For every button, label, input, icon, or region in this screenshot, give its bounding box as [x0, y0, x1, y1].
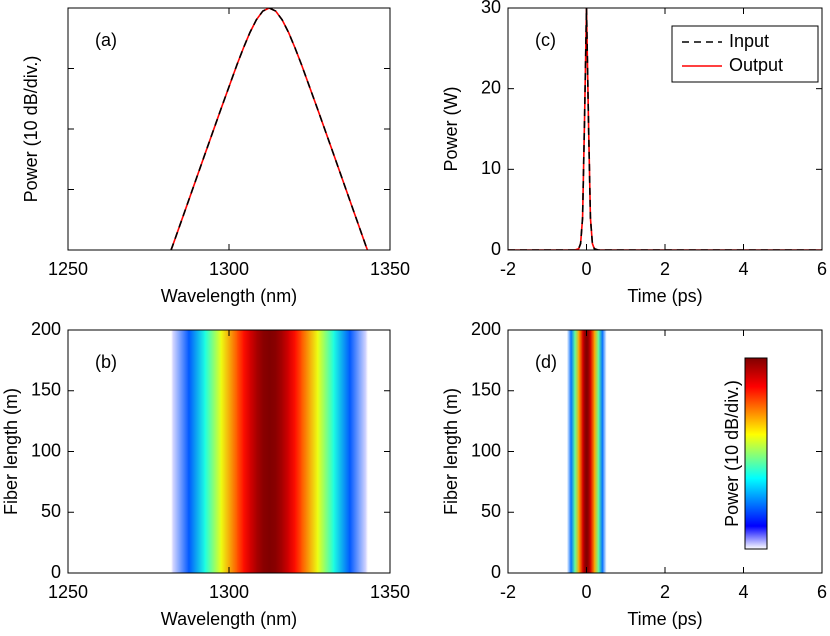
x-tick-label: 1250 [48, 259, 88, 279]
heatmap-cell [586, 330, 589, 573]
y-axis-label: Power (W) [441, 87, 461, 172]
heatmap-cell [602, 330, 607, 573]
legend-label: Output [729, 55, 783, 75]
heatmap-cell [582, 330, 586, 573]
series-line [170, 8, 369, 250]
heatmap-cell [317, 330, 335, 573]
x-tick-label: 1350 [370, 259, 410, 279]
plot-area [566, 330, 607, 573]
y-tick-label: 0 [51, 562, 61, 582]
y-tick-label: 100 [31, 440, 61, 460]
x-tick-label: -2 [500, 259, 516, 279]
panel-label: (d) [535, 352, 557, 372]
heatmap-cell [288, 330, 296, 573]
heatmap-cell [588, 330, 591, 573]
y-tick-label: 200 [471, 319, 501, 339]
heatmap-cell [295, 330, 302, 573]
x-tick-label: 2 [660, 259, 670, 279]
y-tick-label: 200 [31, 319, 61, 339]
heatmap-cell [282, 330, 290, 573]
heatmap-cell [333, 330, 351, 573]
y-tick-label: 0 [491, 239, 501, 259]
x-axis-label: Wavelength (nm) [161, 286, 297, 306]
y-tick-label: 100 [471, 440, 501, 460]
heatmap-cell [172, 330, 190, 573]
heatmap-cell [574, 330, 580, 573]
colorbar-label: Power (10 dB/div.) [722, 380, 742, 527]
x-tick-label: -2 [500, 582, 516, 602]
x-tick-label: 0 [581, 582, 591, 602]
plot-area [170, 8, 369, 250]
heatmap-cell [204, 330, 222, 573]
x-tick-label: 6 [817, 582, 827, 602]
y-tick-label: 150 [31, 380, 61, 400]
heatmap-cell [171, 330, 174, 573]
heatmap-cell [578, 330, 584, 573]
heatmap-cell [249, 330, 257, 573]
x-tick-label: 4 [738, 582, 748, 602]
y-tick-label: 50 [41, 501, 61, 521]
y-tick-label: 30 [481, 0, 501, 17]
heatmap-cell [256, 330, 264, 573]
heatmap-cell [590, 330, 595, 573]
x-tick-label: 1250 [48, 582, 88, 602]
legend-box [671, 25, 819, 83]
heatmap-cell [188, 330, 206, 573]
heatmap-cell [301, 330, 319, 573]
x-tick-label: 1350 [370, 582, 410, 602]
y-axis-label: Fiber length (m) [441, 388, 461, 515]
heatmap-cell [365, 330, 368, 573]
heatmap-cell [220, 330, 238, 573]
heatmap-cell [262, 330, 270, 573]
y-tick-label: 0 [491, 562, 501, 582]
x-tick-label: 4 [738, 259, 748, 279]
plot-area [171, 330, 368, 573]
y-axis-label: Power (10 dB/div.) [21, 56, 41, 203]
y-tick-label: 50 [481, 501, 501, 521]
x-axis-label: Time (ps) [627, 609, 702, 629]
series-line [170, 8, 369, 250]
x-tick-label: 0 [581, 259, 591, 279]
panel-label: (a) [95, 30, 117, 50]
x-axis-label: Time (ps) [627, 286, 702, 306]
plot-area [508, 8, 822, 250]
heatmap-cell [598, 330, 603, 573]
y-tick-label: 20 [481, 77, 501, 97]
series-line [508, 8, 822, 250]
heatmap-cell [584, 330, 587, 573]
heatmap-cell [275, 330, 283, 573]
heatmap-cell [237, 330, 244, 573]
panel-label: (c) [535, 30, 556, 50]
colorbar [744, 357, 768, 550]
heatmap-cell [269, 330, 277, 573]
x-axis-label: Wavelength (nm) [161, 609, 297, 629]
x-tick-label: 1300 [209, 582, 249, 602]
y-axis-label: Fiber length (m) [1, 388, 21, 515]
heatmap-cell [570, 330, 576, 573]
panel-label: (b) [95, 352, 117, 372]
y-tick-label: 10 [481, 158, 501, 178]
x-tick-label: 2 [660, 582, 670, 602]
heatmap-cell [243, 330, 251, 573]
x-tick-label: 6 [817, 259, 827, 279]
heatmap-cell [566, 330, 572, 573]
legend-label: Input [729, 31, 769, 51]
y-tick-label: 150 [471, 380, 501, 400]
x-tick-label: 1300 [209, 259, 249, 279]
heatmap-cell [594, 330, 599, 573]
heatmap-cell [349, 330, 367, 573]
